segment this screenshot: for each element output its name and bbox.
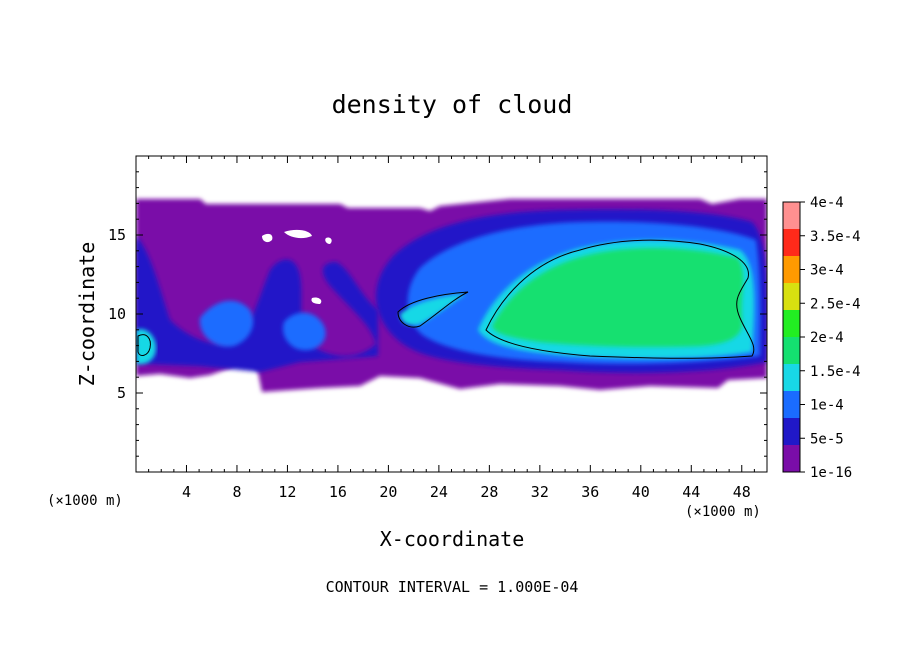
colorbar-label: 1.5e-4 (810, 364, 861, 380)
colorbar-label: 1e-16 (810, 465, 852, 481)
cloud-gap (325, 237, 332, 244)
colorbar-label: 3e-4 (810, 263, 844, 279)
colorbar-label: 5e-5 (810, 431, 844, 447)
colorbar-label: 4e-4 (810, 195, 844, 211)
x-tick-label: 8 (232, 483, 241, 501)
field-layer-cyan-band (400, 294, 466, 326)
x-tick-label: 4 (182, 483, 191, 501)
colorbar-label: 2e-4 (810, 330, 844, 346)
contour-1e-4-main (485, 239, 755, 359)
x-tick-label: 36 (581, 483, 599, 501)
contour-1e-4-left (137, 334, 151, 356)
x-axis-unit-right: (×1000 m) (685, 504, 761, 520)
colorbar-swatch (783, 418, 800, 445)
contour-1e-4-band (397, 291, 469, 328)
footer-contour-interval: CONTOUR INTERVAL = 1.000E-04 (326, 578, 579, 596)
x-tick-label: 24 (430, 483, 448, 501)
cloud-gap (284, 229, 312, 239)
colorbar-swatch (783, 364, 800, 391)
x-axis-unit-left: (×1000 m) (47, 493, 123, 509)
x-tick-label: 12 (278, 483, 296, 501)
y-axis: 5 10 15 (108, 171, 767, 457)
colorbar-label: 3.5e-4 (810, 229, 861, 245)
cloud-gap (262, 233, 273, 243)
colorbar-swatch (783, 256, 800, 283)
y-axis-label: Z-coordinate (75, 242, 99, 387)
y-tick-label: 10 (108, 305, 126, 323)
field-layer-green (492, 247, 744, 347)
chart-title: density of cloud (332, 90, 573, 119)
colorbar-swatch (783, 229, 800, 256)
x-tick-label: 20 (379, 483, 397, 501)
colorbar-label: 1e-4 (810, 398, 844, 414)
colorbar-label: 2.5e-4 (810, 296, 861, 312)
x-tick-label: 40 (632, 483, 650, 501)
colorbar-swatch (783, 283, 800, 310)
x-tick-label: 48 (733, 483, 751, 501)
x-tick-label: 44 (682, 483, 700, 501)
cloud-gap (311, 297, 322, 304)
field-layer-blue-left (199, 300, 254, 347)
heatmap-field (136, 199, 767, 392)
colorbar-swatch (783, 202, 800, 229)
contour-lines (137, 239, 755, 359)
x-tick-label: 16 (329, 483, 347, 501)
y-tick-label: 15 (108, 226, 126, 244)
x-axis-label: X-coordinate (380, 527, 525, 551)
x-axis: 4 8 12 16 20 24 28 32 36 40 44 48 (148, 156, 755, 501)
x-tick-label: 28 (480, 483, 498, 501)
colorbar-swatch (783, 310, 800, 337)
y-tick-label: 5 (117, 384, 126, 402)
field-layer-blue-mid (282, 312, 326, 351)
colorbar-swatch (783, 391, 800, 418)
colorbar: 1e-16 5e-5 1e-4 1.5e-4 2e-4 2.5e-4 3e-4 3.5e-4 4… (782, 195, 861, 481)
field-layer-darkblue-left (136, 236, 378, 372)
colorbar-swatch (783, 337, 800, 364)
x-tick-label: 32 (531, 483, 549, 501)
colorbar-swatch (783, 445, 800, 472)
